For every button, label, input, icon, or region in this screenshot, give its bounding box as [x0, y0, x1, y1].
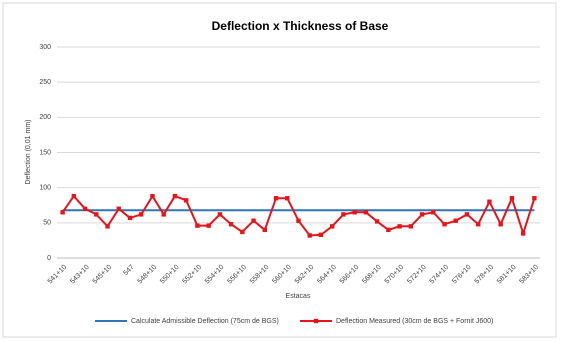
- data-point: [318, 232, 324, 237]
- data-point: [296, 218, 301, 223]
- data-point: [195, 223, 200, 228]
- data-point: [453, 218, 458, 223]
- data-point: [228, 222, 234, 227]
- data-point: [262, 227, 268, 233]
- data-point: [206, 223, 211, 228]
- chart-title: Deflection x Thickness of Base: [212, 19, 389, 33]
- data-point: [150, 193, 155, 199]
- data-point: [476, 222, 481, 227]
- legend-marker: [313, 318, 319, 324]
- data-point: [464, 212, 470, 217]
- data-point: [161, 212, 166, 217]
- data-point: [307, 233, 312, 238]
- x-axis-label: Estacas: [286, 293, 311, 300]
- chart-frame: [2, 2, 557, 338]
- data-point: [419, 212, 425, 217]
- data-point: [442, 222, 447, 227]
- y-tick-label: 100: [39, 185, 51, 192]
- data-point: [408, 224, 414, 229]
- data-point: [352, 210, 357, 215]
- data-point: [105, 224, 110, 229]
- data-point: [127, 215, 133, 221]
- data-point: [532, 196, 537, 201]
- data-point: [498, 222, 503, 227]
- data-point: [94, 212, 99, 217]
- data-point: [520, 231, 526, 236]
- data-point: [139, 212, 144, 217]
- y-tick-label: 300: [39, 44, 51, 51]
- data-point: [172, 193, 178, 199]
- data-point: [82, 206, 88, 211]
- data-point: [251, 218, 256, 223]
- legend-label: Deflection Measured (30cm de BGS + Forni…: [336, 318, 493, 325]
- y-tick-label: 150: [39, 149, 51, 156]
- data-point: [183, 198, 189, 203]
- data-point: [374, 219, 380, 224]
- data-point: [386, 227, 391, 233]
- data-point: [71, 193, 77, 199]
- data-point: [329, 224, 335, 229]
- data-point: [285, 196, 290, 201]
- y-axis-label: Deflection (0,01 mm): [25, 120, 32, 185]
- data-point: [217, 212, 223, 217]
- y-tick-label: 50: [43, 220, 51, 227]
- data-point: [341, 212, 346, 217]
- data-point: [397, 224, 402, 229]
- data-point: [273, 196, 279, 201]
- y-tick-label: 250: [39, 79, 51, 86]
- data-point: [116, 206, 121, 211]
- y-tick-label: 200: [39, 114, 51, 121]
- data-point: [487, 199, 492, 204]
- data-point: [240, 229, 245, 235]
- data-point: [509, 196, 515, 201]
- data-point: [431, 210, 436, 215]
- data-point: [60, 210, 65, 215]
- data-point: [363, 210, 369, 215]
- legend-label: Calculate Admissible Deflection (75cm de…: [131, 318, 279, 325]
- y-tick-label: 0: [47, 255, 51, 262]
